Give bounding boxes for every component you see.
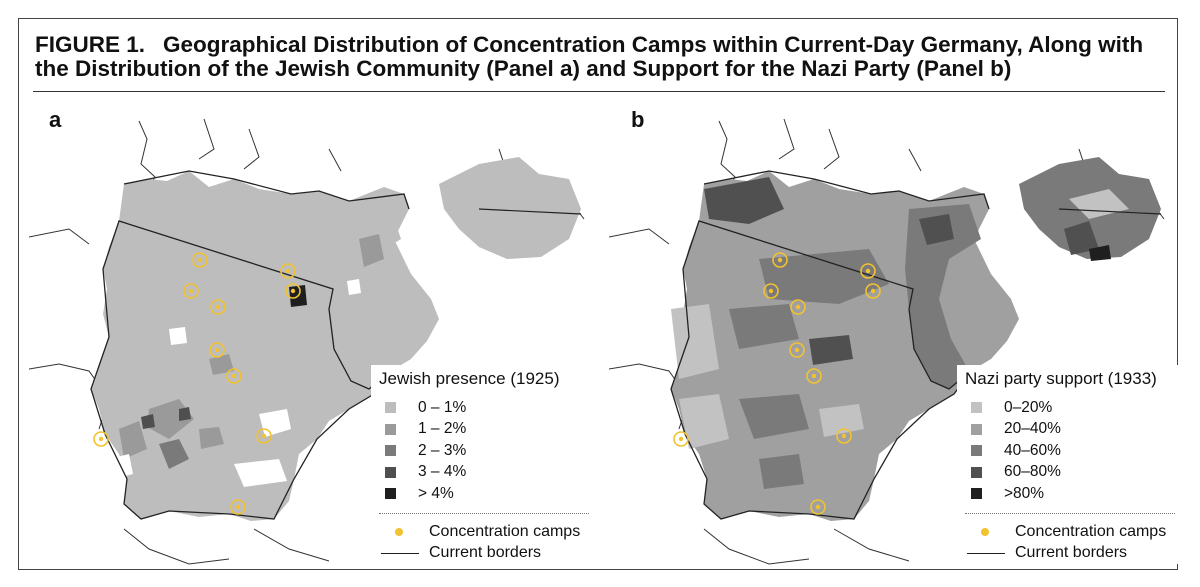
figure-label: FIGURE 1. — [35, 32, 146, 57]
legend-a: Jewish presence (1925) 0 – 1% 1 – 2% 2 –… — [371, 365, 593, 564]
denmark-coast — [138, 118, 585, 220]
border-line-icon — [967, 552, 1005, 554]
legend-a-borders: Current borders — [379, 543, 593, 564]
swatch — [385, 488, 396, 500]
legend-b-item: 0–20% — [971, 397, 1179, 419]
camp-marker — [280, 263, 296, 279]
camp-dot-icon — [395, 528, 403, 536]
legend-a-label: 3 – 4% — [418, 463, 467, 481]
camp-marker — [810, 499, 826, 515]
legend-b-item: 20–40% — [971, 419, 1179, 441]
legend-b-label: >80% — [1004, 484, 1045, 502]
district-shading — [671, 177, 1129, 489]
swatch — [385, 466, 396, 478]
camp-marker — [790, 299, 806, 315]
camp-marker — [183, 283, 199, 299]
current-border-ep-b — [1058, 208, 1162, 215]
camp-marker — [673, 431, 689, 447]
legend-a-camps: Concentration camps — [379, 522, 593, 543]
current-borders-a — [90, 170, 410, 520]
swatch — [385, 445, 396, 457]
legend-b-label: 20–40% — [1004, 420, 1061, 438]
legend-a-item: 2 – 3% — [385, 440, 593, 462]
camp-marker — [226, 368, 242, 384]
neighbour-outline — [29, 228, 330, 565]
neighbour-outline — [609, 228, 910, 565]
swatch — [971, 466, 982, 478]
legend-b-label: 40–60% — [1004, 441, 1061, 459]
legend-a-item: 0 – 1% — [385, 397, 593, 419]
legend-divider — [965, 512, 1175, 514]
denmark-coast — [718, 118, 1165, 220]
swatch — [971, 445, 982, 457]
swatch — [971, 488, 982, 500]
current-borders-b — [670, 170, 990, 520]
legend-b-camps: Concentration camps — [965, 522, 1179, 543]
camp-marker — [865, 283, 881, 299]
legend-a-label: 1 – 2% — [418, 420, 467, 438]
legend-a-label: 0 – 1% — [418, 398, 467, 416]
camp-marker — [836, 428, 852, 444]
camps-label: Concentration camps — [1015, 523, 1167, 540]
figure-title: FIGURE 1. Geographical Distribution of Co… — [35, 33, 1165, 81]
legend-a-label: > 4% — [418, 484, 454, 502]
title-rule — [33, 91, 1165, 92]
figure-frame: FIGURE 1. Geographical Distribution of Co… — [18, 18, 1179, 570]
legend-b-borders: Current borders — [965, 543, 1179, 564]
map-panel-b — [609, 118, 1165, 565]
camp-marker — [192, 252, 208, 268]
current-border-ep-a — [478, 208, 582, 215]
borders-label: Current borders — [429, 544, 542, 561]
legend-a-title: Jewish presence (1925) — [379, 369, 560, 388]
legend-a-item: 3 – 4% — [385, 462, 593, 484]
legend-a-item: 1 – 2% — [385, 419, 593, 441]
camps-b — [673, 252, 881, 515]
camp-marker — [806, 368, 822, 384]
camp-marker — [210, 299, 226, 315]
swatch — [385, 423, 396, 435]
legend-b-label: 0–20% — [1004, 398, 1053, 416]
camp-marker — [93, 431, 109, 447]
eastern-region — [905, 204, 981, 389]
border-line-icon — [381, 552, 419, 554]
legend-b-item: 40–60% — [971, 440, 1179, 462]
swatch — [971, 402, 982, 414]
camp-marker — [860, 263, 876, 279]
camp-dot-icon — [981, 528, 989, 536]
camp-marker — [789, 342, 805, 358]
borders-label: Current borders — [1015, 544, 1128, 561]
panel-a-label: a — [49, 107, 62, 132]
camps-label: Concentration camps — [429, 523, 581, 540]
legend-b-label: 60–80% — [1004, 463, 1061, 481]
district-shading — [109, 234, 384, 487]
figure-caption: Geographical Distribution of Concentrati… — [35, 32, 1144, 81]
legend-divider — [379, 512, 589, 514]
legend-b: Nazi party support (1933) 0–20% 20–40% 4… — [957, 365, 1179, 564]
swatch — [971, 423, 982, 435]
camp-marker — [285, 283, 301, 299]
camp-marker — [209, 342, 225, 358]
camp-marker — [763, 283, 779, 299]
camp-marker — [230, 499, 246, 515]
camps-a — [93, 252, 301, 515]
legend-a-label: 2 – 3% — [418, 441, 467, 459]
legend-b-item: 60–80% — [971, 462, 1179, 484]
east-prussia-region — [439, 157, 581, 259]
camp-marker — [256, 428, 272, 444]
swatch — [385, 402, 396, 414]
legend-a-item: > 4% — [385, 483, 593, 505]
legend-b-item: >80% — [971, 483, 1179, 505]
legend-b-title: Nazi party support (1933) — [965, 369, 1157, 388]
map-panel-a — [29, 118, 585, 565]
camp-marker — [772, 252, 788, 268]
panel-b-label: b — [631, 107, 645, 132]
